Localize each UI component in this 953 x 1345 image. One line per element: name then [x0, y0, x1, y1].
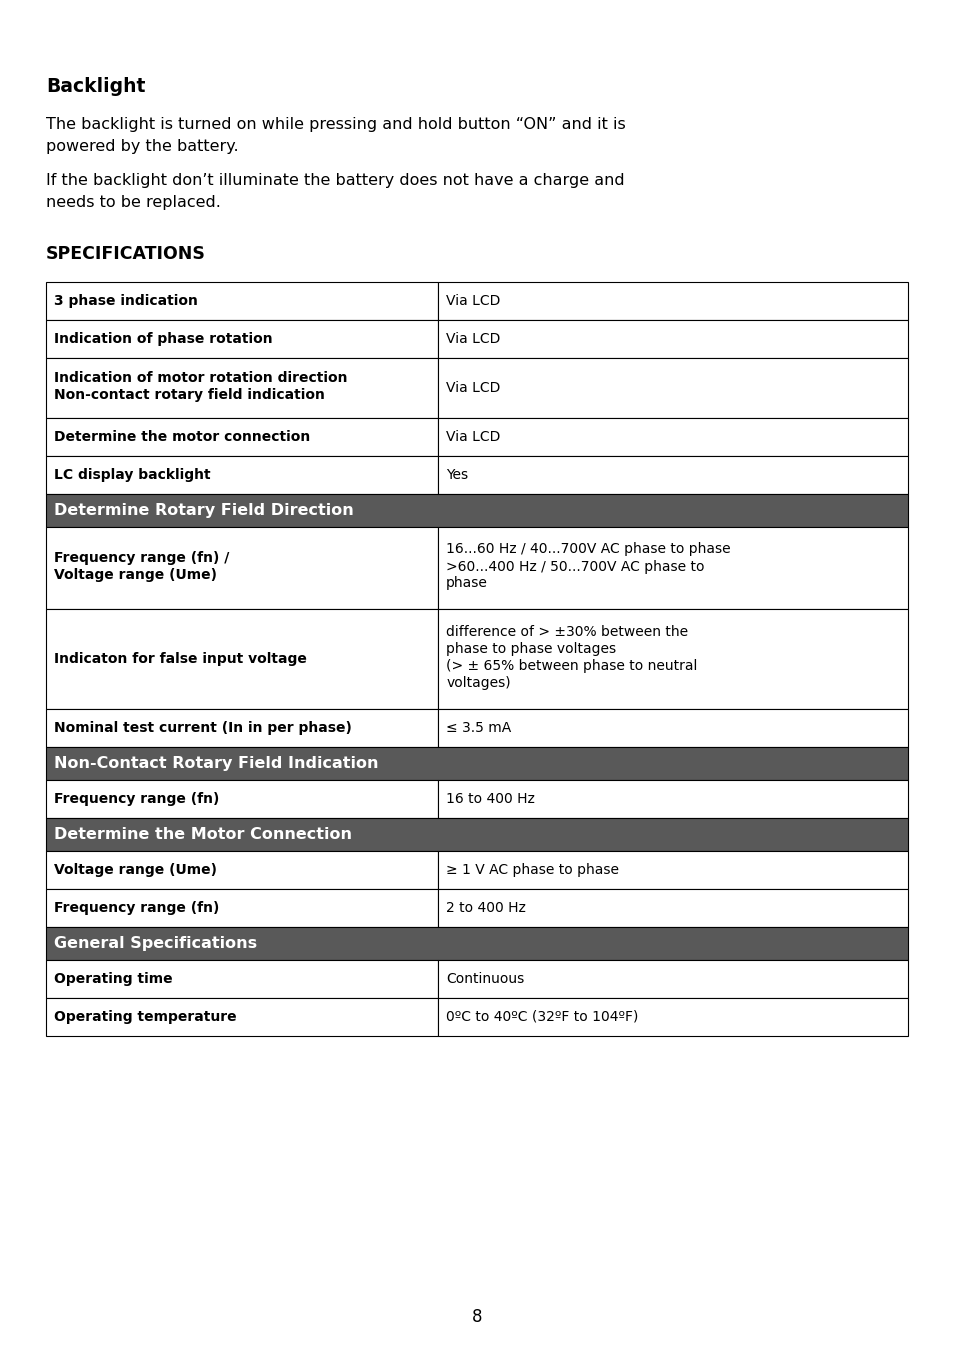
Text: phase to phase voltages: phase to phase voltages: [446, 642, 616, 656]
Bar: [437, 889, 907, 927]
Text: Determine the motor connection: Determine the motor connection: [54, 430, 310, 444]
Text: General Specifications: General Specifications: [54, 936, 257, 951]
Text: 8: 8: [471, 1307, 482, 1326]
Bar: [46, 927, 907, 960]
Text: Operating time: Operating time: [54, 972, 172, 986]
Text: Frequency range (fn): Frequency range (fn): [54, 901, 219, 915]
Text: LC display backlight: LC display backlight: [54, 468, 211, 482]
Text: (> ± 65% between phase to neutral: (> ± 65% between phase to neutral: [446, 659, 697, 672]
Text: Via LCD: Via LCD: [446, 430, 500, 444]
Bar: [437, 960, 907, 998]
Text: Yes: Yes: [446, 468, 468, 482]
Text: Indication of phase rotation: Indication of phase rotation: [54, 332, 273, 346]
Text: The backlight is turned on while pressing and hold button “ON” and it is: The backlight is turned on while pressin…: [46, 117, 625, 132]
Text: Via LCD: Via LCD: [446, 332, 500, 346]
Text: >60...400 Hz / 50...700V AC phase to: >60...400 Hz / 50...700V AC phase to: [446, 560, 704, 573]
Bar: [46, 494, 907, 527]
Bar: [46, 527, 437, 609]
Text: voltages): voltages): [446, 677, 510, 690]
Text: powered by the battery.: powered by the battery.: [46, 139, 238, 153]
Bar: [46, 889, 437, 927]
Text: Determine the Motor Connection: Determine the Motor Connection: [54, 827, 352, 842]
Bar: [46, 998, 437, 1036]
Text: phase: phase: [446, 577, 488, 590]
Text: Non-Contact Rotary Field Indication: Non-Contact Rotary Field Indication: [54, 756, 378, 771]
Bar: [46, 818, 907, 851]
Text: ≤ 3.5 mA: ≤ 3.5 mA: [446, 721, 511, 734]
Bar: [46, 320, 437, 358]
Text: SPECIFICATIONS: SPECIFICATIONS: [46, 245, 206, 264]
Bar: [437, 709, 907, 746]
Bar: [46, 609, 437, 709]
Bar: [437, 998, 907, 1036]
Bar: [437, 418, 907, 456]
Text: Via LCD: Via LCD: [446, 295, 500, 308]
Text: 0ºC to 40ºC (32ºF to 104ºF): 0ºC to 40ºC (32ºF to 104ºF): [446, 1010, 638, 1024]
Bar: [437, 320, 907, 358]
Bar: [46, 358, 437, 418]
Text: Frequency range (fn): Frequency range (fn): [54, 792, 219, 806]
Text: If the backlight don’t illuminate the battery does not have a charge and: If the backlight don’t illuminate the ba…: [46, 174, 624, 188]
Bar: [437, 527, 907, 609]
Bar: [437, 456, 907, 494]
Bar: [46, 960, 437, 998]
Bar: [46, 851, 437, 889]
Text: Voltage range (Ume): Voltage range (Ume): [54, 863, 216, 877]
Text: Frequency range (fn) /: Frequency range (fn) /: [54, 551, 229, 565]
Bar: [46, 709, 437, 746]
Text: 16 to 400 Hz: 16 to 400 Hz: [446, 792, 535, 806]
Text: needs to be replaced.: needs to be replaced.: [46, 195, 221, 210]
Text: ≥ 1 V AC phase to phase: ≥ 1 V AC phase to phase: [446, 863, 618, 877]
Text: Via LCD: Via LCD: [446, 381, 500, 395]
Text: Backlight: Backlight: [46, 77, 145, 95]
Text: Nominal test current (In in per phase): Nominal test current (In in per phase): [54, 721, 352, 734]
Text: Voltage range (Ume): Voltage range (Ume): [54, 568, 216, 582]
Text: Continuous: Continuous: [446, 972, 524, 986]
Text: Determine Rotary Field Direction: Determine Rotary Field Direction: [54, 503, 354, 518]
Text: Indication of motor rotation direction: Indication of motor rotation direction: [54, 371, 347, 385]
Text: 2 to 400 Hz: 2 to 400 Hz: [446, 901, 525, 915]
Text: 16...60 Hz / 40...700V AC phase to phase: 16...60 Hz / 40...700V AC phase to phase: [446, 542, 730, 557]
Bar: [46, 780, 437, 818]
Bar: [437, 358, 907, 418]
Bar: [46, 282, 437, 320]
Text: Indicaton for false input voltage: Indicaton for false input voltage: [54, 652, 307, 666]
Text: Non-contact rotary field indication: Non-contact rotary field indication: [54, 387, 325, 402]
Bar: [46, 418, 437, 456]
Bar: [437, 609, 907, 709]
Bar: [437, 780, 907, 818]
Text: 3 phase indication: 3 phase indication: [54, 295, 197, 308]
Bar: [437, 282, 907, 320]
Text: difference of > ±30% between the: difference of > ±30% between the: [446, 625, 688, 639]
Bar: [46, 456, 437, 494]
Text: Operating temperature: Operating temperature: [54, 1010, 236, 1024]
Bar: [437, 851, 907, 889]
Bar: [46, 746, 907, 780]
